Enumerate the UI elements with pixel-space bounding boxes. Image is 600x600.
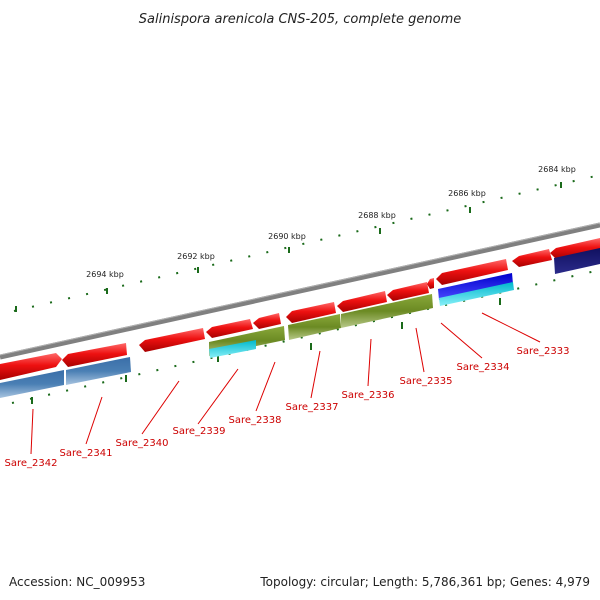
cds-feature [286, 302, 336, 323]
gene-label: Sare_2338 [229, 415, 282, 426]
feature-cyan [209, 340, 256, 358]
ruler-tick-label: 2692 kbp [177, 252, 215, 261]
cds-feature [139, 328, 205, 352]
ruler-tick-label: 2690 kbp [268, 232, 306, 241]
accession-text: Accession: NC_009953 [9, 575, 146, 589]
ruler-tick-label: 2686 kbp [448, 189, 486, 198]
cds-feature [62, 343, 127, 367]
ruler-tick-label: 2688 kbp [358, 211, 396, 220]
feature-olive [288, 314, 341, 340]
ruler-tick-label: 2694 kbp [86, 270, 124, 279]
gene-labels: Sare_2333 Sare_2334 Sare_2335 Sare_2336 … [5, 346, 570, 469]
gene-label: Sare_2342 [5, 458, 58, 469]
leader-lines [30, 312, 541, 455]
cds-feature [512, 249, 552, 267]
cds-feature [253, 313, 281, 329]
gene-label: Sare_2333 [517, 346, 570, 357]
feature-track [0, 248, 600, 398]
cds-feature [0, 353, 62, 380]
feature-olive [341, 294, 433, 328]
gene-label: Sare_2337 [286, 402, 339, 413]
gene-label: Sare_2335 [400, 376, 453, 387]
topology-text: Topology: circular; Length: 5,786,361 bp… [260, 575, 590, 589]
ruler-labels: 2684 kbp 2686 kbp 2688 kbp 2690 kbp 2692… [86, 165, 576, 279]
gene-label: Sare_2340 [116, 438, 169, 449]
cds-feature [427, 278, 434, 289]
feature-steel [66, 357, 131, 385]
cds-feature [387, 282, 429, 301]
ruler-track [13, 174, 600, 312]
ruler-tick-label: 2684 kbp [538, 165, 576, 174]
gene-label: Sare_2334 [457, 362, 510, 373]
feature-steel [0, 370, 64, 398]
cds-feature [337, 291, 387, 312]
map-title: Salinispora arenicola CNS-205, complete … [139, 12, 461, 27]
cds-feature [550, 238, 600, 259]
cds-track [0, 238, 600, 380]
gene-label: Sare_2341 [60, 448, 113, 459]
gene-label: Sare_2339 [173, 426, 226, 437]
genome-backbone [0, 222, 600, 360]
gene-label: Sare_2336 [342, 390, 395, 401]
feature-blue [438, 273, 513, 300]
cds-feature [206, 319, 253, 338]
feature-cyan [439, 282, 514, 306]
feature-navy [554, 248, 600, 274]
cds-feature [436, 259, 508, 285]
